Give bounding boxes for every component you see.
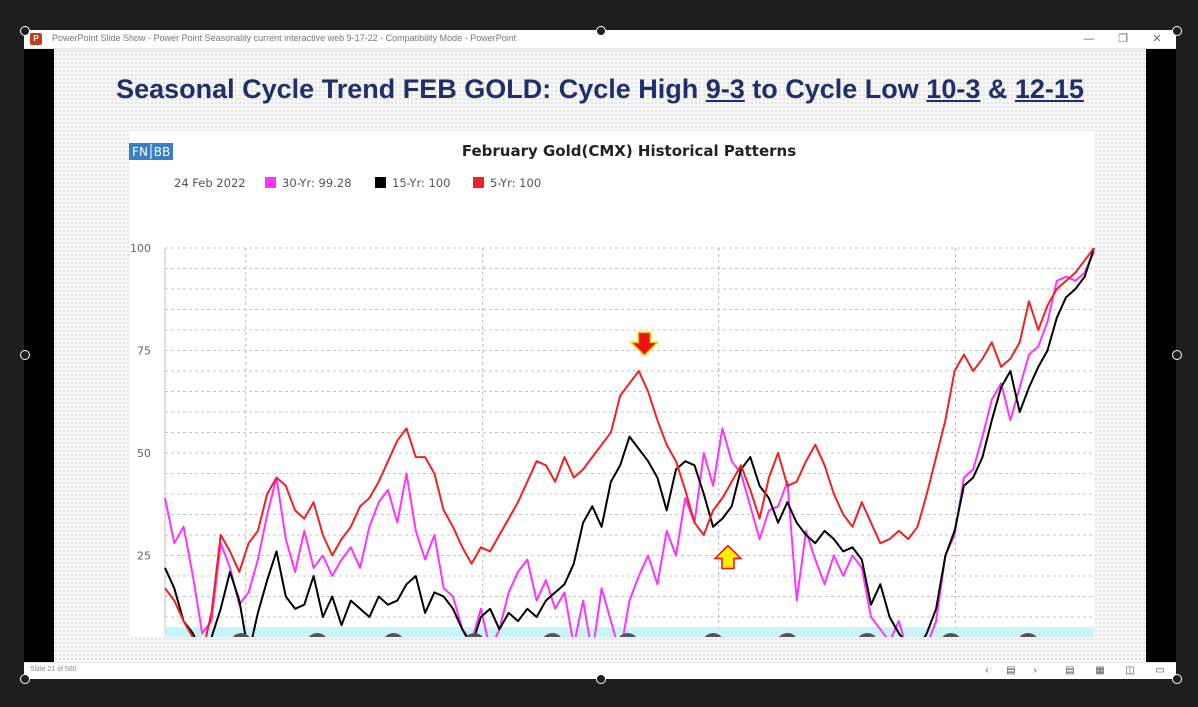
slide[interactable]: Seasonal Cycle Trend FEB GOLD: Cycle Hig… bbox=[54, 49, 1146, 668]
cycle-high-arrow bbox=[629, 331, 660, 357]
y-tick-label: 100 bbox=[130, 242, 151, 255]
y-tick-label: 75 bbox=[137, 345, 151, 358]
title-bar: P PowerPoint Slide Show - Power Point Se… bbox=[24, 30, 1176, 49]
resize-handle-br[interactable] bbox=[1172, 674, 1182, 684]
legend-label-30yr: 30-Yr: 99.28 bbox=[282, 176, 351, 190]
title-part-3: to Cycle Low bbox=[744, 74, 927, 104]
chart-image: FN BB February Gold(CMX) Historical Patt… bbox=[129, 131, 1095, 668]
close-button[interactable]: ✕ bbox=[1152, 33, 1162, 45]
minimize-button[interactable]: — bbox=[1083, 33, 1095, 45]
resize-handle-bl[interactable] bbox=[20, 674, 30, 684]
legend-date: 24 Feb 2022 bbox=[174, 176, 246, 190]
chart-title: February Gold(CMX) Historical Patterns bbox=[462, 142, 796, 160]
series-lines bbox=[164, 247, 1095, 659]
bottom-band bbox=[165, 627, 1094, 637]
bb-badge-label: BB bbox=[154, 145, 170, 159]
next-slide-button[interactable]: › bbox=[1033, 665, 1037, 676]
slide-title: Seasonal Cycle Trend FEB GOLD: Cycle Hig… bbox=[54, 74, 1146, 105]
see-all-slides-button[interactable]: ▤ bbox=[1006, 665, 1016, 676]
restore-button[interactable]: ❐ bbox=[1118, 33, 1128, 45]
window-title: PowerPoint Slide Show - Power Point Seas… bbox=[52, 33, 517, 43]
status-bar: Slide 21 of 580 ‹ ▤ › ▤ ▦ ◫ ▭ bbox=[24, 662, 1176, 679]
series-line-15-yr bbox=[164, 247, 1095, 655]
series-line-5-yr bbox=[164, 247, 1095, 655]
slide-sorter-button[interactable]: ▦ bbox=[1095, 665, 1105, 676]
cycle-arrows bbox=[629, 331, 938, 668]
powerpoint-icon: P bbox=[30, 33, 42, 45]
y-tick-label: 25 bbox=[137, 550, 151, 563]
resize-handle-tl[interactable] bbox=[20, 26, 30, 36]
title-date-low-1: 10-3 bbox=[926, 74, 981, 104]
resize-handle-tm[interactable] bbox=[596, 26, 606, 36]
resize-handle-tr[interactable] bbox=[1172, 26, 1182, 36]
resize-handle-mr[interactable] bbox=[1172, 350, 1182, 360]
title-part-1: Seasonal Cycle Trend FEB GOLD: Cycle Hig… bbox=[116, 74, 706, 104]
series-line-30-yr bbox=[164, 251, 1095, 659]
fn-badge-label: FN bbox=[132, 145, 148, 159]
slide-counter: Slide 21 of 580 bbox=[30, 666, 77, 673]
legend-label-15yr: 15-Yr: 100 bbox=[392, 176, 450, 190]
bb-badge bbox=[151, 143, 173, 160]
resize-handle-bm[interactable] bbox=[596, 674, 606, 684]
legend-swatch-30yr bbox=[265, 177, 276, 188]
title-part-5: & bbox=[980, 74, 1015, 104]
title-date-high: 9-3 bbox=[705, 74, 745, 104]
legend-label-5yr: 5-Yr: 100 bbox=[490, 176, 541, 190]
reading-view-button[interactable]: ◫ bbox=[1125, 665, 1135, 676]
legend-swatch-15yr bbox=[375, 177, 386, 188]
app-window: P PowerPoint Slide Show - Power Point Se… bbox=[24, 30, 1176, 679]
slide-show-area: Seasonal Cycle Trend FEB GOLD: Cycle Hig… bbox=[24, 49, 1176, 668]
resize-handle-ml[interactable] bbox=[20, 350, 30, 360]
legend-swatch-5yr bbox=[473, 177, 484, 188]
prev-slide-button[interactable]: ‹ bbox=[985, 665, 989, 676]
normal-view-button[interactable]: ▤ bbox=[1065, 665, 1075, 676]
y-axis: 1007550250 bbox=[130, 242, 151, 665]
y-tick-label: 50 bbox=[137, 447, 151, 460]
chart-grid bbox=[164, 247, 1094, 659]
fn-badge bbox=[129, 143, 151, 160]
seasonal-chart: FN BB February Gold(CMX) Historical Patt… bbox=[129, 142, 1095, 668]
slide-show-button[interactable]: ▭ bbox=[1155, 665, 1165, 676]
cycle-low-arrow bbox=[713, 544, 743, 570]
title-date-low-2: 12-15 bbox=[1014, 74, 1084, 104]
